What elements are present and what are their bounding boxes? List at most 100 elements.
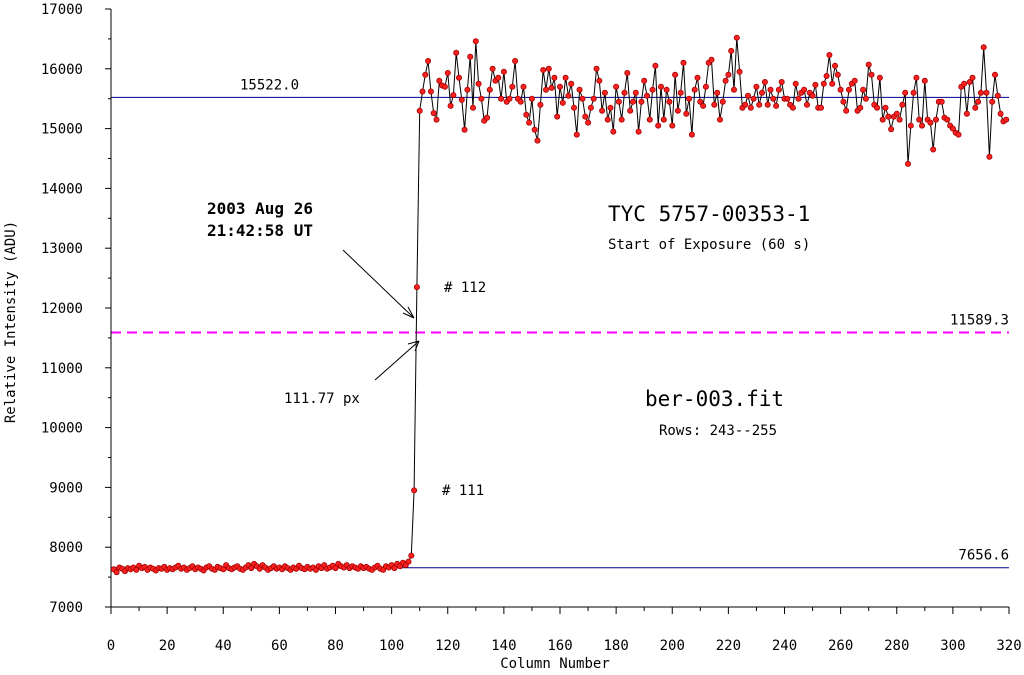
data-point (823, 73, 830, 80)
data-point (921, 77, 928, 84)
data-point (983, 89, 990, 96)
data-point (756, 101, 763, 108)
data-point (896, 116, 903, 123)
data-point (910, 89, 917, 96)
y-tick-label: 16000 (41, 62, 83, 78)
x-tick-label: 180 (603, 638, 628, 654)
data-point (332, 565, 339, 572)
data-point (534, 137, 541, 144)
data-point (408, 552, 415, 559)
data-point (579, 95, 586, 102)
data-point (540, 67, 547, 74)
data-point (697, 98, 704, 105)
data-point (531, 126, 538, 133)
data-point (708, 56, 715, 63)
data-point (573, 131, 580, 138)
data-point (826, 52, 833, 59)
data-point (789, 104, 796, 111)
data-point (486, 86, 493, 93)
y-axis-ticks: 7000 8000 9000 10000 11000 12000 13000 14000 150… (41, 2, 111, 616)
data-point (526, 119, 533, 126)
data-point (747, 104, 754, 111)
reference-label: 7656.6 (958, 548, 1009, 564)
data-point (930, 146, 937, 153)
data-point (857, 104, 864, 111)
data-point (843, 107, 850, 114)
data-point (472, 38, 479, 45)
data-point (576, 86, 583, 93)
data-point (775, 86, 782, 93)
data-point (562, 74, 569, 81)
data-point (992, 71, 999, 78)
data-point (419, 88, 426, 95)
data-point (559, 99, 566, 106)
data-point (731, 86, 738, 93)
arrow-timestamp-head (402, 306, 415, 319)
data-point (461, 126, 468, 133)
data-point (630, 98, 637, 105)
data-point (820, 80, 827, 87)
x-tick-label: 140 (491, 638, 516, 654)
data-point (593, 65, 600, 72)
y-tick-label: 8000 (49, 540, 83, 556)
data-point (725, 71, 732, 78)
data-point (694, 74, 701, 81)
data-point (641, 77, 648, 84)
data-point (455, 74, 462, 81)
data-point (601, 89, 608, 96)
data-point (818, 104, 825, 111)
target-subtitle: Start of Exposure (60 s) (608, 237, 810, 253)
x-tick-label: 320 (996, 638, 1021, 654)
crossing-label: 111.77 px (284, 391, 360, 407)
data-point (753, 83, 760, 90)
data-point (500, 68, 507, 75)
arrow-crossing-head (407, 340, 420, 352)
data-point (862, 95, 869, 102)
x-tick-label: 280 (884, 638, 909, 654)
x-tick-label: 80 (327, 638, 344, 654)
data-point (882, 104, 889, 111)
data-point (506, 95, 513, 102)
data-point (413, 284, 420, 291)
data-point (495, 74, 502, 81)
y-tick-label: 9000 (49, 480, 83, 496)
data-point (683, 110, 690, 117)
data-point (860, 86, 867, 93)
data-point (447, 102, 454, 109)
data-point (554, 113, 561, 120)
data-point (944, 116, 951, 123)
data-point (405, 558, 412, 565)
data-point (545, 65, 552, 72)
data-point (888, 126, 895, 133)
data-point (596, 77, 603, 84)
data-point (520, 83, 527, 90)
timestamp-time: 21:42:58 UT (207, 221, 313, 240)
data-point (986, 153, 993, 160)
point-111-label: # 111 (442, 483, 484, 499)
data-point (590, 95, 597, 102)
data-point (248, 565, 255, 572)
data-point (416, 107, 423, 114)
target-name: TYC 5757-00353-1 (608, 202, 810, 226)
data-point (498, 95, 505, 102)
data-point (801, 86, 808, 93)
data-point (977, 89, 984, 96)
data-point (1003, 116, 1010, 123)
data-point (809, 92, 816, 99)
data-point (745, 92, 752, 99)
x-axis-title: Column Number (500, 656, 610, 672)
annotation-arrows (342, 249, 420, 381)
data-point (133, 566, 140, 573)
data-point (767, 86, 774, 93)
data-point (980, 44, 987, 51)
data-point (658, 83, 665, 90)
data-point (638, 98, 645, 105)
y-tick-label: 11000 (41, 361, 83, 377)
data-point (759, 89, 766, 96)
data-point (652, 62, 659, 69)
data-point (949, 125, 956, 132)
x-tick-label: 120 (435, 638, 460, 654)
series-points (110, 34, 1010, 576)
